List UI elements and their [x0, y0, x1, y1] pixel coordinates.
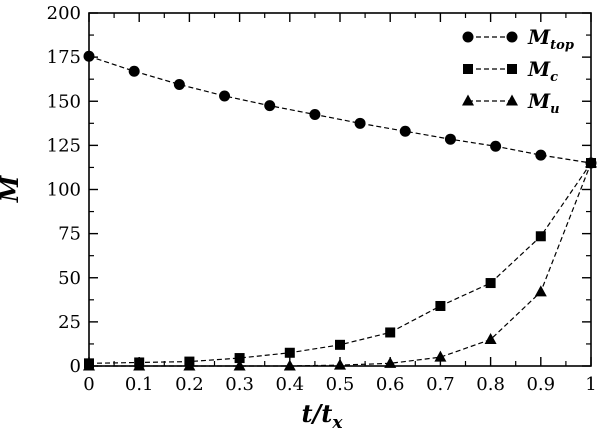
x-axis-title: t/tx [301, 399, 343, 433]
y-axis-ticks: 0 25 50 75 100 125 150 175 200 [47, 3, 591, 377]
series-layer [83, 50, 597, 371]
legend-label: Mu [527, 89, 560, 117]
data-point-top [354, 117, 366, 129]
series-line-c [88, 162, 592, 364]
legend-item-c: Mc [463, 57, 558, 85]
x-tick-label: 0.3 [225, 374, 254, 395]
y-tick-label: 150 [47, 91, 81, 112]
legend-marker [462, 31, 474, 43]
x-axis-ticks: 0 0.1 0.2 0.3 0.4 0.5 0.6 0.7 0.8 0.9 1 [83, 13, 597, 395]
data-point-c [435, 300, 446, 311]
y-tick-label: 175 [47, 47, 81, 68]
data-point-u [233, 359, 246, 371]
x-tick-label: 0.4 [275, 374, 304, 395]
data-point-c [535, 231, 546, 242]
data-point-top [309, 108, 321, 120]
x-tick-label: 0.2 [175, 374, 204, 395]
y-tick-label: 200 [47, 3, 81, 24]
data-point-top [399, 125, 411, 137]
data-point-top [490, 140, 502, 152]
y-tick-label: 100 [47, 180, 81, 201]
data-point-c [385, 327, 396, 338]
data-point-u [334, 358, 346, 370]
x-tick-label: 0.6 [376, 374, 405, 395]
data-point-top [264, 100, 276, 112]
data-point-top [444, 133, 456, 145]
legend-label-subscript: top [550, 38, 574, 53]
data-point-u [434, 350, 447, 362]
data-point-c [284, 347, 295, 358]
legend-marker [507, 64, 517, 74]
data-point-u [83, 359, 95, 371]
legend-item-u: Mu [462, 89, 560, 117]
legend-marker [462, 94, 474, 106]
series-line-u [89, 162, 592, 367]
data-point-u [534, 285, 547, 297]
data-point-top [83, 50, 95, 62]
data-point-c [335, 339, 345, 350]
series-c [84, 158, 596, 369]
data-point-u [133, 359, 146, 371]
x-tick-label: 0 [83, 374, 94, 395]
legend-marker [463, 64, 473, 74]
data-point-u [183, 359, 196, 371]
y-tick-label: 75 [58, 224, 81, 245]
legend-item-top: Mtop [462, 25, 574, 53]
y-tick-label: 50 [58, 268, 81, 289]
x-tick-label: 0.7 [426, 374, 455, 395]
series-top [83, 50, 597, 169]
x-tick-label: 0.8 [476, 374, 505, 395]
legend-marker [506, 94, 518, 106]
y-tick-label: 125 [47, 135, 81, 156]
series-u [83, 156, 597, 371]
x-axis-title-subscript: x [331, 413, 343, 433]
data-point-u [283, 359, 296, 371]
y-axis-title: M [0, 174, 24, 203]
data-point-top [173, 78, 185, 90]
data-point-c [485, 278, 496, 289]
data-point-top [535, 149, 547, 161]
legend-label-subscript: u [550, 102, 559, 117]
legend-label-subscript: c [550, 70, 558, 85]
y-tick-label: 25 [58, 312, 81, 333]
data-point-u [484, 333, 497, 345]
legend-marker [506, 31, 518, 43]
data-point-top [128, 65, 140, 77]
legend: Mtop Mc Mu [462, 25, 574, 117]
x-tick-label: 0.1 [125, 374, 154, 395]
y-tick-label: 0 [70, 356, 81, 377]
legend-label: Mc [527, 57, 558, 85]
x-tick-label: 0.9 [526, 374, 555, 395]
series-line-top [88, 55, 592, 164]
data-point-top [219, 90, 231, 102]
data-point-c [234, 353, 245, 364]
data-point-u [384, 356, 397, 368]
legend-label: Mtop [527, 25, 574, 53]
x-tick-label: 1 [585, 374, 596, 395]
data-point-u [585, 156, 597, 168]
x-tick-label: 0.5 [326, 374, 355, 395]
